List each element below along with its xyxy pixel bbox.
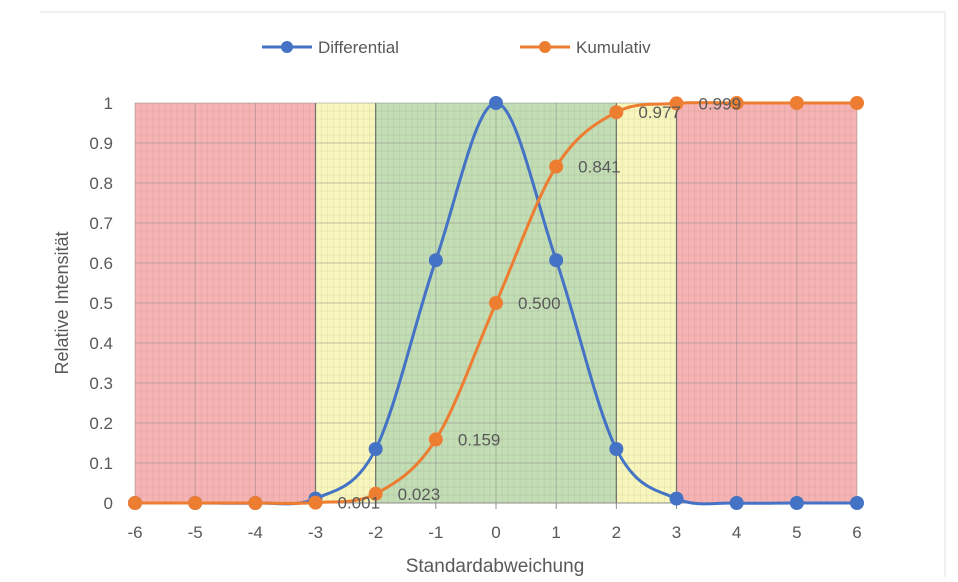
y-tick-label: 0.9 [89, 134, 113, 153]
x-tick-label: -6 [127, 523, 142, 542]
x-tick-label: -5 [188, 523, 203, 542]
x-tick-label: -1 [428, 523, 443, 542]
data-label: 0.977 [638, 103, 681, 122]
y-tick-label: 0.5 [89, 294, 113, 313]
legend-label-differential: Differential [318, 38, 399, 57]
point-kumulativ [428, 432, 443, 447]
point-kumulativ [850, 96, 864, 110]
y-tick-label: 1 [104, 94, 113, 113]
point-kumulativ [609, 105, 624, 120]
point-differential [729, 496, 744, 510]
point-differential [669, 491, 684, 506]
legend-item-kumulativ: Kumulativ [520, 38, 651, 57]
point-differential [609, 442, 624, 456]
y-tick-label: 0.6 [89, 254, 113, 273]
point-differential [789, 496, 804, 510]
point-kumulativ [669, 96, 684, 111]
band-3 [616, 103, 677, 503]
x-tick-label: 6 [852, 523, 861, 542]
point-kumulativ [789, 96, 804, 110]
band-4 [676, 103, 857, 503]
x-axis-label: Standardabweichung [406, 556, 585, 577]
y-tick-label: 0.3 [89, 374, 113, 393]
point-differential [850, 496, 864, 510]
y-tick-label: 0.7 [89, 214, 113, 233]
data-label: 0.841 [578, 158, 621, 177]
legend-label-kumulativ: Kumulativ [576, 38, 651, 57]
legend-marker-differential [281, 41, 293, 53]
point-differential [549, 253, 564, 268]
point-kumulativ [128, 496, 142, 510]
x-tick-label: 5 [792, 523, 801, 542]
x-tick-label: -4 [248, 523, 263, 542]
x-tick-label: 0 [491, 523, 500, 542]
point-kumulativ [188, 496, 203, 510]
point-differential [368, 442, 383, 456]
point-kumulativ [549, 159, 564, 174]
x-tick-label: 3 [672, 523, 681, 542]
data-label: 0.023 [398, 485, 441, 504]
x-tick-label: 1 [551, 523, 560, 542]
point-kumulativ [729, 96, 744, 110]
series-group [128, 96, 864, 510]
point-kumulativ [489, 296, 503, 310]
band-0 [135, 103, 316, 503]
x-tick-label: -2 [368, 523, 383, 542]
axes: 0 0.1 0.2 0.3 0.4 0.5 0.6 0.7 0.8 0.9 1 -6 -5 -4 -3 -2 -… [89, 94, 861, 542]
data-label: 0.999 [699, 94, 742, 113]
y-tick-label: 0.1 [89, 454, 113, 473]
point-kumulativ [368, 486, 383, 501]
y-tick-label: 0 [104, 494, 113, 513]
legend-marker-kumulativ [539, 41, 551, 53]
band-1 [315, 103, 376, 503]
band-borders [314, 103, 678, 503]
y-tick-label: 0.8 [89, 174, 113, 193]
point-differential [428, 253, 443, 268]
y-tick-label: 0.4 [89, 334, 113, 353]
point-differential [489, 96, 503, 110]
data-label: 0.001 [338, 494, 381, 513]
y-tick-label: 0.2 [89, 414, 113, 433]
point-kumulativ [308, 495, 323, 510]
legend-item-differential: Differential [262, 38, 399, 57]
x-tick-label: -3 [308, 523, 323, 542]
point-kumulativ [248, 496, 263, 510]
x-tick-label: 4 [732, 523, 741, 542]
data-labels: 0.001 0.023 0.159 0.500 0.841 0.977 0.999 [338, 94, 742, 512]
x-tick-label: 2 [612, 523, 621, 542]
data-label: 0.159 [458, 430, 501, 449]
data-label: 0.500 [518, 294, 561, 313]
y-axis-label: Relative Intensität [52, 231, 72, 374]
legend: Differential Kumulativ [262, 38, 651, 57]
